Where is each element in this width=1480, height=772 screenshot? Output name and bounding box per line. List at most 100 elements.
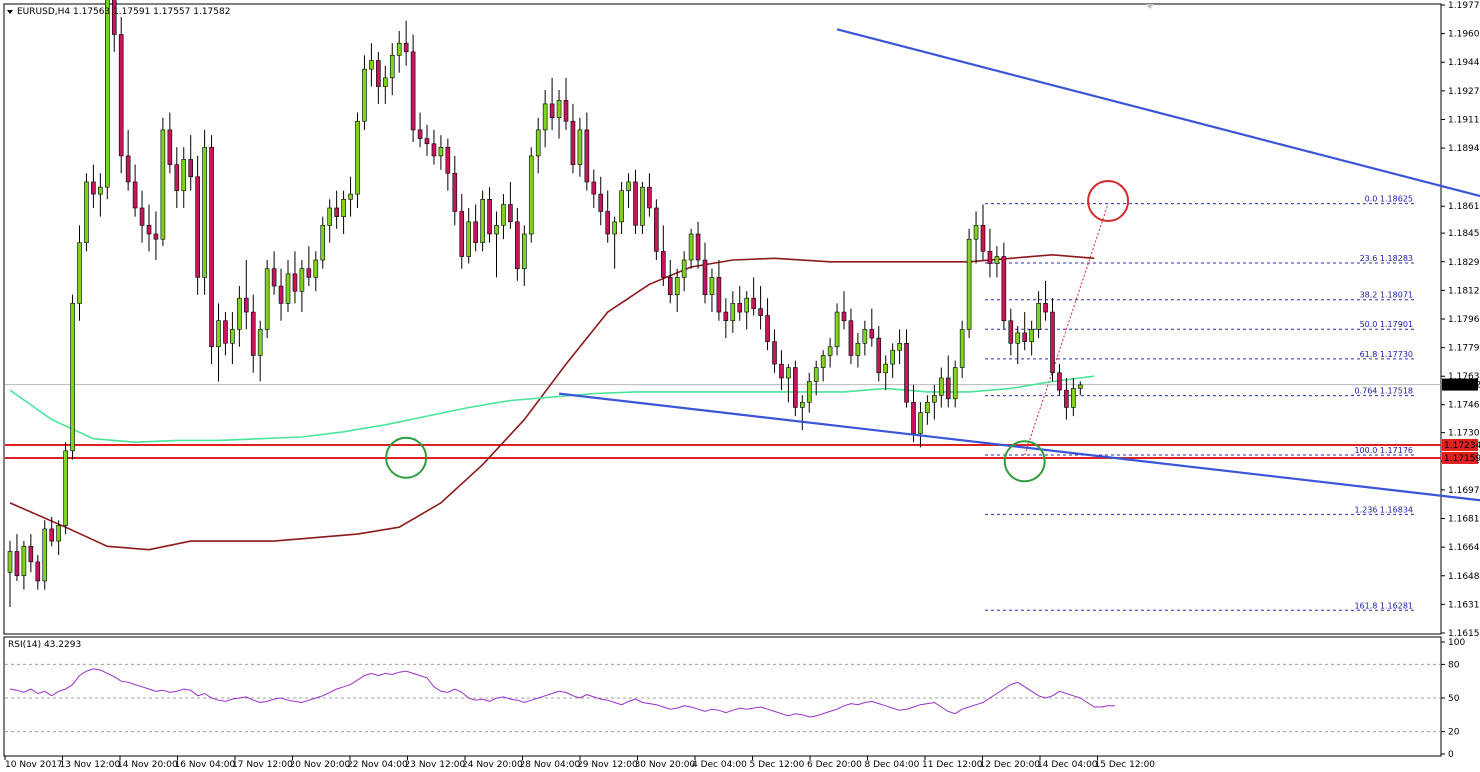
candle-body xyxy=(91,181,96,195)
candle xyxy=(306,246,312,287)
rsi-tick-label: 20 xyxy=(1448,728,1460,738)
candle-body xyxy=(403,42,409,53)
time-tick-label: 29 Nov 12:00 xyxy=(577,760,638,770)
candle-body xyxy=(389,55,395,79)
candle-body xyxy=(980,225,986,252)
candle xyxy=(508,181,513,229)
candle xyxy=(925,395,930,425)
candle-body xyxy=(396,42,402,56)
candle-body xyxy=(737,303,743,313)
candle-body xyxy=(535,129,541,157)
candle-body xyxy=(313,259,319,278)
candle xyxy=(313,251,319,292)
time-tick-label: 14 Nov 20:00 xyxy=(117,760,178,770)
candle xyxy=(403,20,409,66)
candle-body xyxy=(105,0,110,188)
time-tick-label: 6 Dec 20:00 xyxy=(807,760,862,770)
candle xyxy=(605,190,611,243)
candle-body xyxy=(654,207,659,252)
candle-body xyxy=(730,303,736,322)
candle xyxy=(570,103,576,174)
candle-body xyxy=(779,363,784,379)
candle-body xyxy=(7,551,13,573)
support-price-tag xyxy=(1442,438,1478,451)
candle-body xyxy=(230,329,235,344)
candle xyxy=(744,291,750,330)
candle xyxy=(1022,312,1028,351)
candle-body xyxy=(702,259,708,296)
candle-body xyxy=(1015,332,1021,344)
time-tick-label: 8 Dec 04:00 xyxy=(865,760,920,770)
candle-body xyxy=(987,251,993,264)
trend-lines xyxy=(558,28,1480,502)
candle-body xyxy=(209,146,214,348)
price-tick-label: 1.19275 xyxy=(1448,87,1480,97)
candle-body xyxy=(1064,389,1069,408)
candle-body xyxy=(410,51,416,131)
candle xyxy=(98,173,103,217)
candle xyxy=(125,129,131,191)
candle-body xyxy=(806,381,812,403)
candle-body xyxy=(174,164,180,191)
candle xyxy=(521,225,527,287)
candle-body xyxy=(799,401,805,408)
candle xyxy=(549,77,555,130)
candle xyxy=(1050,298,1055,382)
candle xyxy=(515,207,520,281)
candle xyxy=(966,228,972,339)
candle xyxy=(320,216,326,269)
candle xyxy=(132,164,138,217)
candle xyxy=(973,211,979,264)
candle xyxy=(153,211,159,261)
candle-body xyxy=(515,221,520,269)
candle xyxy=(424,124,430,156)
fib-level-label: 0.764 1.17518 xyxy=(1354,387,1413,396)
candle-body xyxy=(237,297,242,330)
candle-body xyxy=(521,233,527,269)
support-lines xyxy=(5,443,1441,459)
rsi-tick-label: 0 xyxy=(1448,750,1454,760)
candle-body xyxy=(1001,256,1007,322)
time-tick-label: 22 Nov 04:00 xyxy=(347,760,408,770)
candle xyxy=(695,221,701,269)
candle xyxy=(980,204,986,261)
candle-body xyxy=(925,401,930,413)
candle xyxy=(528,147,534,243)
candle-body xyxy=(111,0,117,35)
support-price-tag xyxy=(1442,451,1478,464)
candle-body xyxy=(528,155,534,235)
candle-body xyxy=(786,367,791,379)
candle-body xyxy=(132,181,138,209)
candle xyxy=(758,286,763,330)
candle-body xyxy=(952,367,958,400)
time-tick-label: 14 Dec 04:00 xyxy=(1037,760,1098,770)
candle xyxy=(35,554,41,590)
candle xyxy=(994,246,1000,278)
price-tick-label: 1.16975 xyxy=(1448,486,1480,496)
candle-body xyxy=(820,355,826,368)
candle-body xyxy=(904,342,909,403)
candle xyxy=(841,291,847,330)
candle-body xyxy=(299,268,305,292)
time-tick-label: 20 Nov 20:00 xyxy=(290,760,351,770)
candle xyxy=(139,190,145,243)
candle-body xyxy=(362,68,367,122)
chevron-down-icon[interactable] xyxy=(7,10,13,14)
candle xyxy=(91,164,96,208)
candle xyxy=(654,199,659,261)
candle xyxy=(702,242,708,304)
candle xyxy=(806,372,812,413)
candle xyxy=(563,77,569,130)
candle-body xyxy=(14,551,20,577)
candle-body xyxy=(84,181,89,243)
candle xyxy=(160,117,166,247)
candle-body xyxy=(257,329,263,356)
candle-body xyxy=(139,207,145,226)
candle-body xyxy=(292,273,298,292)
fib-level-label: 50.0 1.17901 xyxy=(1360,320,1413,329)
candle xyxy=(1015,325,1021,365)
price-tick-label: 1.18455 xyxy=(1448,229,1480,239)
candle-body xyxy=(751,297,756,309)
price-tick-label: 1.16810 xyxy=(1448,515,1480,525)
